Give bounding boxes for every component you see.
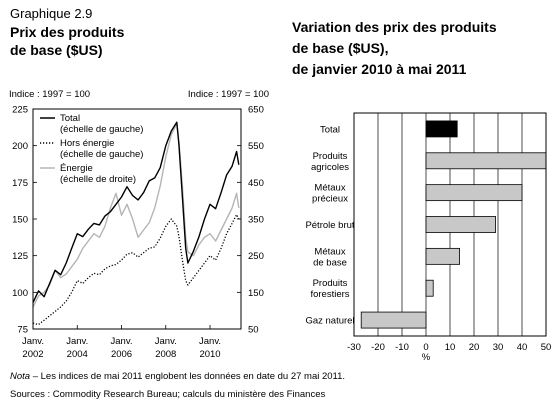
- left-y-tick-label: 75: [17, 325, 28, 336]
- category-label: Métaux: [314, 183, 345, 194]
- x-tick-label-month: Janv.: [22, 336, 44, 347]
- category-label: agricoles: [311, 162, 349, 173]
- x-tick-label: 40: [517, 342, 528, 353]
- right-y-tick-label: 50: [248, 325, 259, 336]
- x-tick-label: 20: [469, 342, 480, 353]
- bar: [360, 311, 427, 329]
- left-y-tick-label: 200: [12, 141, 28, 152]
- series-line-2: [32, 213, 240, 326]
- left-y-tick-label: 225: [12, 105, 28, 116]
- category-label: forestiers: [310, 289, 349, 300]
- category-label: Total: [320, 124, 340, 135]
- bar: [425, 216, 496, 233]
- note: Nota – Les indices de mai 2011 englobent…: [10, 371, 345, 382]
- x-tick-label-year: 2008: [155, 349, 176, 360]
- right-axis-label: Indice : 1997 = 100: [188, 89, 269, 100]
- bar: [425, 152, 547, 170]
- legend-sublabel-2: (échelle de gauche): [60, 149, 143, 160]
- x-tick-label: -20: [371, 342, 385, 353]
- category-label: de base: [313, 257, 347, 268]
- left-y-tick-label: 125: [12, 251, 28, 262]
- legend-label-2: Hors énergie: [60, 138, 114, 149]
- x-tick-label-month: Janv.: [66, 336, 88, 347]
- x-tick-label: 30: [493, 342, 504, 353]
- left-y-tick-label: 150: [12, 215, 28, 226]
- legend-sublabel-1: (échelle de gauche): [60, 124, 143, 135]
- left-chart-title-line-2: de base ($US): [10, 42, 103, 58]
- x-tick-label: 10: [445, 342, 456, 353]
- category-label: Produits: [313, 151, 348, 162]
- x-tick-label-month: Janv.: [199, 336, 221, 347]
- bar: [425, 120, 458, 138]
- plot-frame: [353, 112, 547, 337]
- left-y-tick-label: 100: [12, 288, 28, 299]
- category-label: Produits: [313, 278, 348, 289]
- category-label: précieux: [312, 194, 348, 205]
- x-tick-label-year: 2004: [67, 349, 88, 360]
- graph-number: Graphique 2.9: [10, 6, 93, 21]
- x-tick-label-year: 2010: [199, 349, 220, 360]
- series-line-3: [32, 122, 240, 308]
- note-text: – Les indices de mai 2011 englobent les …: [30, 371, 346, 382]
- legend-label-1: Total: [60, 113, 80, 124]
- left-chart-title-line-1: Prix des produits: [10, 24, 125, 40]
- plot-frame: [32, 108, 242, 330]
- right-y-tick-label: 350: [248, 215, 264, 226]
- right-y-tick-label: 450: [248, 178, 264, 189]
- series-line-1: [32, 121, 240, 303]
- right-y-tick-label: 150: [248, 288, 264, 299]
- right-chart-title: Variation des prix des produits de base …: [292, 17, 497, 80]
- legend-label-3: Énergie: [60, 163, 93, 174]
- right-chart-title-line-1: Variation des prix des produits: [292, 19, 497, 35]
- x-tick-label: -30: [347, 342, 361, 353]
- x-unit-label: %: [422, 352, 431, 363]
- right-y-tick-label: 250: [248, 251, 264, 262]
- left-axis-label: Indice : 1997 = 100: [9, 89, 90, 100]
- right-y-tick-label: 650: [248, 105, 264, 116]
- left-y-tick-label: 175: [12, 178, 28, 189]
- x-tick-label-year: 2002: [22, 349, 43, 360]
- right-y-tick-label: 550: [248, 141, 264, 152]
- category-label: Métaux: [314, 246, 345, 257]
- x-tick-label-month: Janv.: [155, 336, 177, 347]
- bar: [425, 247, 460, 265]
- x-tick-label-year: 2006: [111, 349, 132, 360]
- x-tick-label: -10: [395, 342, 409, 353]
- note-label: Nota: [10, 371, 31, 382]
- x-tick-label: 0: [423, 342, 428, 353]
- right-chart-title-line-3: de janvier 2010 à mai 2011: [292, 61, 467, 77]
- right-chart-title-line-2: de base ($US),: [292, 40, 389, 56]
- bar: [425, 184, 523, 202]
- legend-sublabel-3: (échelle de droite): [60, 174, 136, 185]
- category-label: Gaz naturel: [305, 316, 354, 327]
- x-tick-label-month: Janv.: [111, 336, 133, 347]
- bar: [425, 279, 434, 297]
- x-tick-label: 50: [541, 342, 552, 353]
- category-label: Pétrole brut: [305, 220, 354, 231]
- sources: Sources : Commodity Research Bureau; cal…: [10, 389, 326, 400]
